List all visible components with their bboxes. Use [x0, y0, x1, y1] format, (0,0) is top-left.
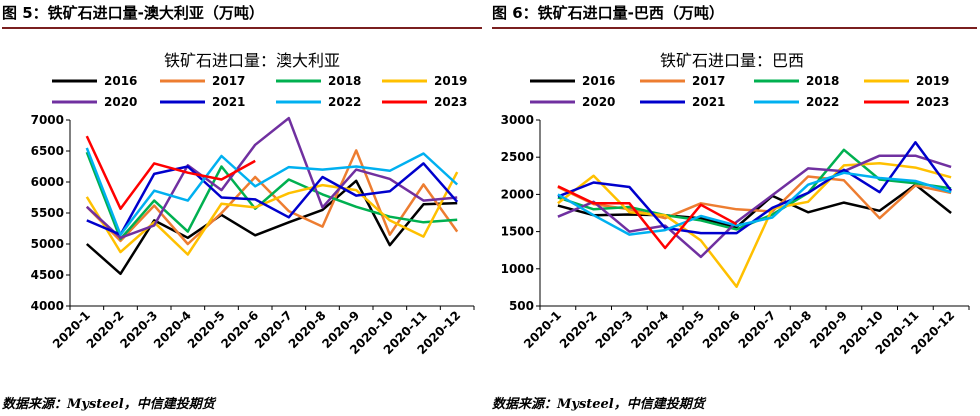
y-tick-label: 1000: [501, 262, 534, 276]
legend-label: 2022: [806, 95, 839, 109]
x-tick-label: 2020-6: [700, 308, 743, 351]
legend-item-2022: 2022: [276, 95, 361, 109]
legend-item-2018: 2018: [276, 74, 361, 88]
legend-item-2017: 2017: [160, 74, 245, 88]
legend-item-2019: 2019: [864, 74, 949, 88]
y-tick-label: 6500: [31, 144, 64, 158]
legend-item-2023: 2023: [864, 95, 949, 109]
x-tick-label: 2020-7: [736, 308, 779, 351]
x-tick-label: 2020-3: [593, 308, 636, 351]
y-tick-label: 1500: [501, 225, 534, 239]
legend-label: 2017: [692, 74, 725, 88]
y-tick-label: 2000: [501, 187, 534, 201]
title-rule: [2, 27, 482, 29]
legend-label: 2020: [104, 95, 137, 109]
legend-label: 2017: [212, 74, 245, 88]
legend-item-2016: 2016: [52, 74, 137, 88]
x-tick-label: 2020-1: [521, 308, 564, 351]
series-line-2023: [85, 135, 256, 210]
legend-label: 2023: [916, 95, 949, 109]
y-tick-label: 2500: [501, 150, 534, 164]
legend-item-2023: 2023: [382, 95, 467, 109]
legend-item-2020: 2020: [530, 95, 615, 109]
series-line-2016: [85, 179, 458, 276]
source-note: 数据来源：Mysteel，中信建投期货: [492, 397, 705, 412]
x-tick-label: 2020-2: [557, 308, 600, 351]
legend-item-2016: 2016: [530, 74, 615, 88]
legend-label: 2018: [806, 74, 839, 88]
y-tick-label: 4500: [31, 268, 64, 282]
legend-label: 2021: [692, 95, 725, 109]
legend-label: 2016: [104, 74, 137, 88]
figure-panel-australia: 图 5：铁矿石进口量-澳大利亚（万吨） 铁矿石进口量：澳大利亚 2016 2017 2…: [2, 0, 482, 416]
y-tick-label: 7000: [31, 113, 64, 127]
chart-brazil: 铁矿石进口量：巴西 2016 2017 2018 2019 2020 2021 2022 202…: [501, 51, 970, 357]
chart-title: 铁矿石进口量：巴西: [660, 51, 804, 70]
legend-item-2019: 2019: [382, 74, 467, 88]
series-line-2020: [85, 116, 458, 240]
legend-item-2022: 2022: [754, 95, 839, 109]
title-rule: [492, 27, 977, 29]
figure-panel-brazil: 图 6：铁矿石进口量-巴西（万吨） 铁矿石进口量：巴西 2016 2017 2018 2…: [492, 0, 977, 416]
series-line-2019: [557, 161, 952, 288]
legend-label: 2016: [582, 74, 615, 88]
x-tick-label: 2020-5: [664, 308, 707, 351]
chart-title: 铁矿石进口量：澳大利亚: [164, 51, 340, 70]
figure-title: 图 6：铁矿石进口量-巴西（万吨）: [492, 4, 724, 22]
y-tick-label: 5500: [31, 206, 64, 220]
legend-item-2021: 2021: [640, 95, 725, 109]
legend-label: 2019: [434, 74, 467, 88]
y-tick-label: 3000: [501, 113, 534, 127]
series-line-2021: [86, 162, 459, 236]
x-tick-label: 2020-8: [771, 308, 814, 351]
legend-item-2018: 2018: [754, 74, 839, 88]
series-line-2023: [557, 185, 738, 250]
y-tick-label: 6000: [31, 175, 64, 189]
legend-label: 2019: [916, 74, 949, 88]
legend-item-2021: 2021: [160, 95, 245, 109]
series-line-2022: [85, 147, 459, 236]
y-tick-label: 4000: [31, 299, 64, 313]
legend-label: 2022: [328, 95, 361, 109]
y-tick-label: 500: [509, 299, 534, 313]
x-tick-label: 2020-4: [628, 308, 671, 351]
figure-title: 图 5：铁矿石进口量-澳大利亚（万吨）: [2, 4, 264, 22]
series-line-2018: [85, 151, 458, 241]
legend-label: 2018: [328, 74, 361, 88]
legend-item-2020: 2020: [52, 95, 137, 109]
legend-item-2017: 2017: [640, 74, 725, 88]
y-tick-label: 5000: [31, 237, 64, 251]
legend-label: 2020: [582, 95, 615, 109]
legend-label: 2023: [434, 95, 467, 109]
source-note: 数据来源：Mysteel，中信建投期货: [2, 397, 215, 412]
chart-australia: 铁矿石进口量：澳大利亚 2016 2017 2018 2019 2020 2021 2022 2…: [31, 51, 475, 357]
legend-label: 2021: [212, 95, 245, 109]
series-line-2020: [557, 154, 952, 259]
series-line-2018: [557, 148, 952, 231]
series-line-2022: [557, 171, 952, 236]
